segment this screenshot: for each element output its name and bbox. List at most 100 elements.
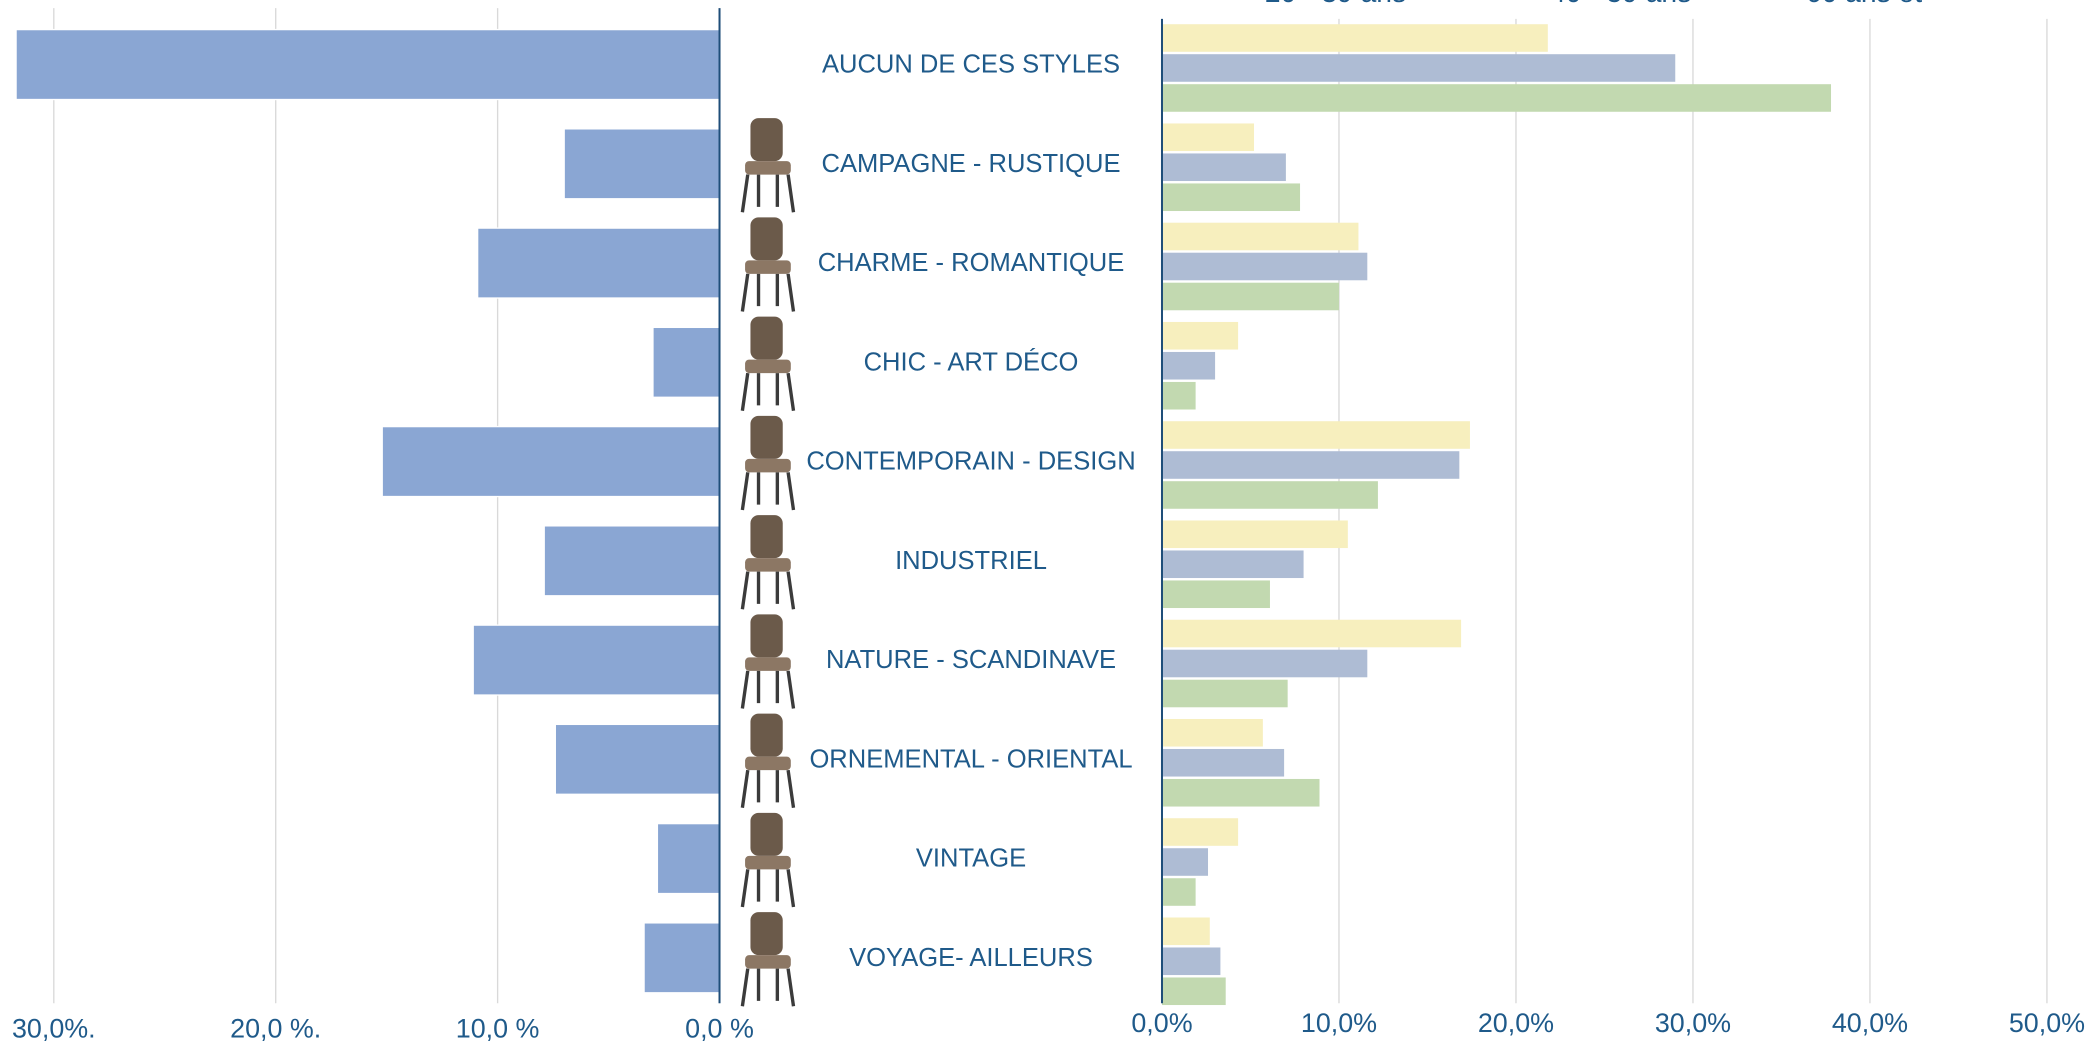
chair-icon [740, 217, 796, 312]
x-tick-label: 0,0% [1131, 1008, 1192, 1038]
bar [1161, 282, 1339, 311]
chair-seat [745, 260, 791, 274]
chair-icon [740, 118, 796, 213]
bar [1161, 481, 1378, 509]
chair-icon [740, 415, 796, 511]
chair-back [750, 812, 783, 856]
chair-legs [740, 769, 796, 808]
bar [1161, 580, 1270, 609]
bar [381, 425, 721, 498]
chair-legs [740, 174, 796, 213]
x-tick-label: 20,0 %. [230, 1013, 321, 1041]
legend-label: 20 - 39 ans [1265, 0, 1406, 8]
chair-icon [740, 316, 796, 411]
chair-back [750, 415, 783, 459]
chair-back [750, 217, 783, 261]
bar [1161, 619, 1462, 648]
chair-legs [740, 472, 796, 511]
chair-legs [740, 571, 796, 610]
chair-legs [740, 670, 796, 709]
x-tick-label: 20,0% [1478, 1008, 1554, 1038]
category-label: CONTEMPORAIN - DESIGN [806, 448, 1135, 476]
x-tick-label: 0,0 % [685, 1013, 754, 1041]
chair-icon [740, 515, 796, 610]
bar [1161, 679, 1288, 708]
bar [1161, 421, 1470, 449]
bar [1161, 252, 1368, 281]
chair-icon [740, 713, 796, 808]
chair-legs [740, 372, 796, 411]
category-label: INDUSTRIEL [895, 547, 1047, 575]
bar [1161, 748, 1285, 777]
category-label: CHARME - ROMANTIQUE [818, 249, 1125, 277]
chair-legs [740, 273, 796, 312]
bar [554, 723, 721, 795]
bar [1161, 153, 1286, 182]
chair-back [750, 713, 783, 757]
chair-legs [740, 869, 796, 908]
bar [1161, 123, 1255, 152]
bar [652, 326, 721, 398]
bar [472, 624, 721, 696]
bar [643, 922, 721, 994]
x-tick-label: 10,0% [1301, 1008, 1377, 1038]
chair-seat [745, 458, 791, 473]
bar [1161, 351, 1216, 380]
legend-label: 40 - 59 ans [1550, 0, 1691, 8]
x-tick-label: 50,0% [2009, 1008, 2085, 1038]
category-label: CHIC - ART DÉCO [864, 347, 1079, 376]
x-tick-label: 30,0% [1655, 1008, 1731, 1038]
bar [1161, 183, 1301, 212]
bar [1161, 848, 1209, 876]
bar [1161, 778, 1320, 807]
chair-back [750, 118, 783, 162]
bar [476, 227, 721, 299]
chair-seat [745, 756, 791, 771]
bar [15, 28, 721, 101]
bar [1161, 381, 1196, 410]
x-tick-label: 10,0 % [456, 1013, 540, 1041]
x-tick-label: 30,0%. [12, 1013, 96, 1041]
chair-legs [740, 968, 796, 1007]
bar [1161, 550, 1304, 579]
category-label: VINTAGE [916, 845, 1026, 873]
category-label: NATURE - SCANDINAVE [826, 646, 1116, 674]
bar [1161, 451, 1460, 479]
category-label: ORNEMENTAL - ORIENTAL [809, 745, 1132, 773]
bar [1161, 818, 1239, 846]
bar [1161, 718, 1263, 747]
legend-label: 60 ans et + [1806, 0, 1947, 8]
chair-icon [740, 614, 796, 709]
bar [1161, 977, 1226, 1006]
chair-back [750, 912, 783, 956]
bar [1161, 54, 1676, 82]
bar [563, 128, 721, 200]
category-label: VOYAGE- AILLEURS [849, 944, 1093, 972]
bar [656, 822, 721, 895]
chair-seat [745, 955, 791, 969]
chair-back [750, 515, 783, 559]
bar [1161, 878, 1196, 906]
chair-seat [745, 558, 791, 572]
bar [1161, 520, 1348, 549]
chair-seat [745, 657, 791, 671]
bar [1161, 917, 1210, 946]
category-label: CAMPAGNE - RUSTIQUE [822, 150, 1121, 178]
chair-seat [745, 161, 791, 175]
chair-back [750, 316, 783, 360]
bar [1161, 24, 1548, 52]
x-tick-label: 40,0% [1832, 1008, 1908, 1038]
chair-icon [740, 912, 796, 1007]
category-label: AUCUN DE CES STYLES [822, 51, 1120, 79]
chair-seat [745, 855, 791, 870]
bar [1161, 321, 1239, 350]
bar [1161, 649, 1368, 678]
chair-seat [745, 359, 791, 374]
chair-back [750, 614, 783, 658]
bar [1161, 84, 1832, 112]
bar [543, 525, 721, 597]
bar [1161, 222, 1359, 251]
chart-body: 30,0%. 20,0 %. 10,0 % 0,0 % AUCUN DE CES STY… [12, 0, 2085, 1041]
bar [1161, 947, 1221, 976]
